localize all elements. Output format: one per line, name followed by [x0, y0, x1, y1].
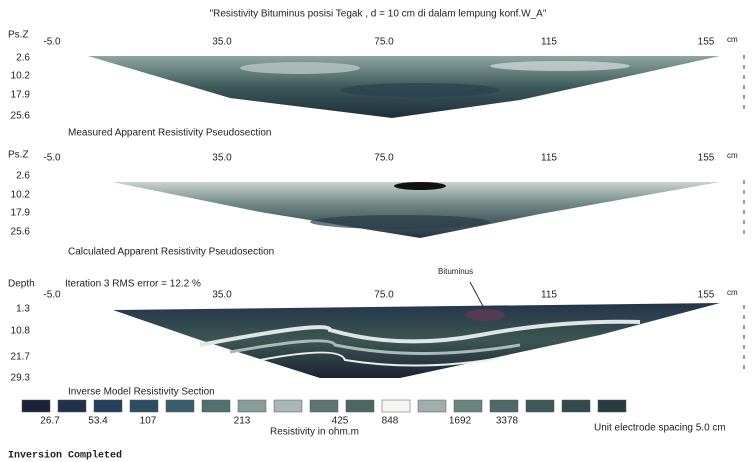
color-scale-label: 26.7: [40, 416, 60, 427]
x-tick-label: -5.0: [43, 290, 61, 301]
section-blob: [340, 83, 500, 97]
x-tick-label: 35.0: [212, 290, 232, 301]
color-swatch: [310, 400, 338, 412]
color-swatch: [166, 400, 194, 412]
screen: "Resistivity Bituminus posisi Tegak , d …: [0, 0, 756, 462]
x-tick-label: -5.0: [43, 37, 61, 48]
color-scale-label: 425: [332, 416, 349, 427]
pseudosection-calculated: [112, 182, 720, 238]
color-swatch: [274, 400, 302, 412]
x-tick-label: 115: [541, 153, 557, 164]
color-swatch: [238, 400, 266, 412]
depth-tick-label: 17.9: [11, 90, 31, 101]
x-tick-label: 155: [698, 290, 715, 301]
caption: Measured Apparent Resistivity Pseudosect…: [68, 128, 271, 139]
color-swatch: [202, 400, 230, 412]
depth-tick-label: 10.8: [11, 326, 31, 337]
x-tick-label: 155: [698, 153, 715, 164]
color-swatch: [526, 400, 554, 412]
iteration-header: Iteration 3 RMS error = 12.2 %: [65, 279, 201, 290]
x-tick-label: -5.0: [43, 153, 61, 164]
section-blob: [240, 62, 360, 74]
color-swatch: [94, 400, 122, 412]
x-unit: cm: [727, 288, 738, 297]
color-swatch: [346, 400, 374, 412]
depth-tick-label: 2.6: [16, 53, 30, 64]
depth-tick-label: 10.2: [11, 190, 31, 201]
depth-tick-label: 21.7: [11, 352, 31, 363]
color-swatch: [382, 400, 410, 412]
depth-tick-label: 10.2: [11, 71, 31, 82]
color-swatch: [58, 400, 86, 412]
title: "Resistivity Bituminus posisi Tegak , d …: [210, 9, 547, 20]
axis-label: Depth: [8, 279, 35, 290]
caption: Inverse Model Resistivity Section: [68, 387, 215, 398]
color-swatch: [454, 400, 482, 412]
depth-tick-label: 25.6: [11, 111, 31, 122]
color-swatch: [22, 400, 50, 412]
status: Inversion Completed: [8, 450, 122, 462]
x-tick-label: 35.0: [212, 153, 232, 164]
x-tick-label: 75.0: [374, 153, 394, 164]
x-tick-label: 75.0: [374, 290, 394, 301]
depth-tick-label: 1.3: [16, 304, 30, 315]
color-scale-title: Resistivity in ohm.m: [270, 427, 359, 438]
bituminus-anomaly: [465, 309, 505, 321]
annotation: Bituminus: [438, 267, 473, 276]
color-swatch: [598, 400, 626, 412]
x-tick-label: 155: [698, 37, 715, 48]
color-scale-label: 848: [382, 416, 399, 427]
color-scale-label: 107: [140, 416, 157, 427]
section-blob: [394, 182, 446, 190]
color-swatch: [562, 400, 590, 412]
caption: Calculated Apparent Resistivity Pseudose…: [68, 247, 274, 258]
color-scale-label: 1692: [449, 416, 472, 427]
depth-tick-label: 29.3: [11, 373, 31, 384]
x-tick-label: 35.0: [212, 37, 232, 48]
axis-label: Ps.Z: [8, 150, 29, 161]
section-blob: [310, 215, 490, 229]
color-swatch: [130, 400, 158, 412]
x-unit: cm: [727, 151, 738, 160]
x-tick-label: 115: [541, 37, 557, 48]
x-unit: cm: [727, 35, 738, 44]
section-blob: [490, 61, 630, 71]
x-tick-label: 75.0: [374, 37, 394, 48]
electrode-spacing: Unit electrode spacing 5.0 cm: [594, 423, 726, 434]
depth-tick-label: 25.6: [11, 227, 31, 238]
color-swatch: [490, 400, 518, 412]
x-tick-label: 115: [541, 290, 557, 301]
color-scale-label: 53.4: [88, 416, 108, 427]
depth-tick-label: 17.9: [11, 208, 31, 219]
axis-label: Ps.Z: [8, 30, 29, 41]
depth-tick-label: 2.6: [16, 171, 30, 182]
color-scale-label: 3378: [496, 416, 519, 427]
color-scale-label: 213: [234, 416, 251, 427]
color-swatch: [418, 400, 446, 412]
